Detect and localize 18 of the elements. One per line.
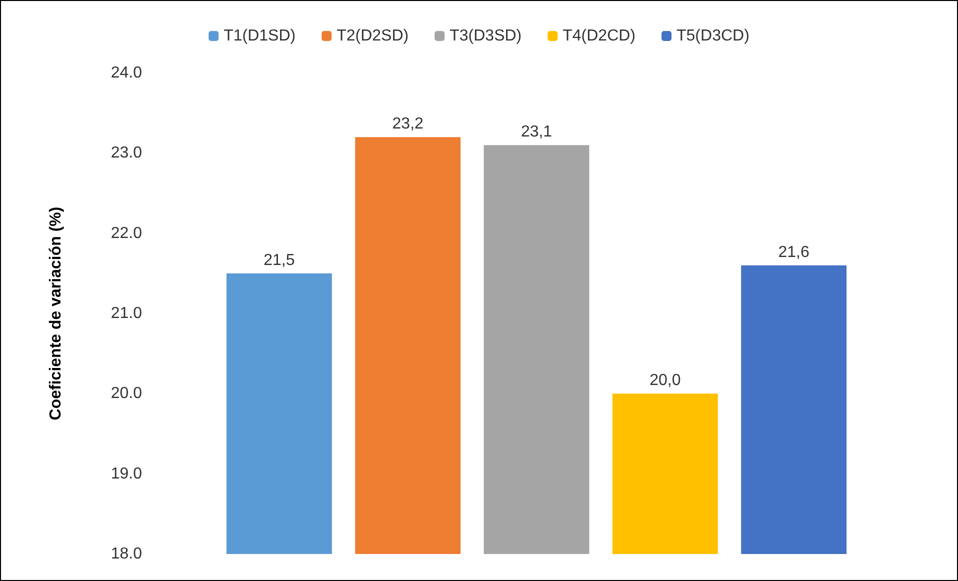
data-label: 21,5 bbox=[264, 252, 295, 269]
data-label: 20,0 bbox=[650, 372, 681, 390]
data-label: 23,2 bbox=[392, 116, 424, 133]
legend-label: T4(D2CD) bbox=[562, 28, 636, 44]
y-tick-label: 19.0 bbox=[110, 465, 142, 482]
y-tick-label: 24.0 bbox=[110, 64, 142, 82]
legend-label: T2(D2SD) bbox=[336, 28, 409, 44]
y-tick-label: 20.0 bbox=[110, 385, 142, 402]
data-label: 21,6 bbox=[778, 244, 810, 261]
y-tick-label: 18.0 bbox=[110, 546, 142, 562]
legend-label: T1(D1SD) bbox=[224, 28, 296, 44]
legend-label: T3(D3SD) bbox=[450, 28, 522, 44]
y-tick-label: 22.0 bbox=[110, 224, 142, 242]
y-tick-label: 21.0 bbox=[110, 305, 142, 322]
y-tick-label: 23.0 bbox=[110, 144, 142, 162]
data-label: 23,1 bbox=[520, 124, 552, 141]
y-axis-title: Coeficiente de variación (%) bbox=[48, 206, 64, 420]
legend-label: T5(D3CD) bbox=[676, 28, 750, 44]
